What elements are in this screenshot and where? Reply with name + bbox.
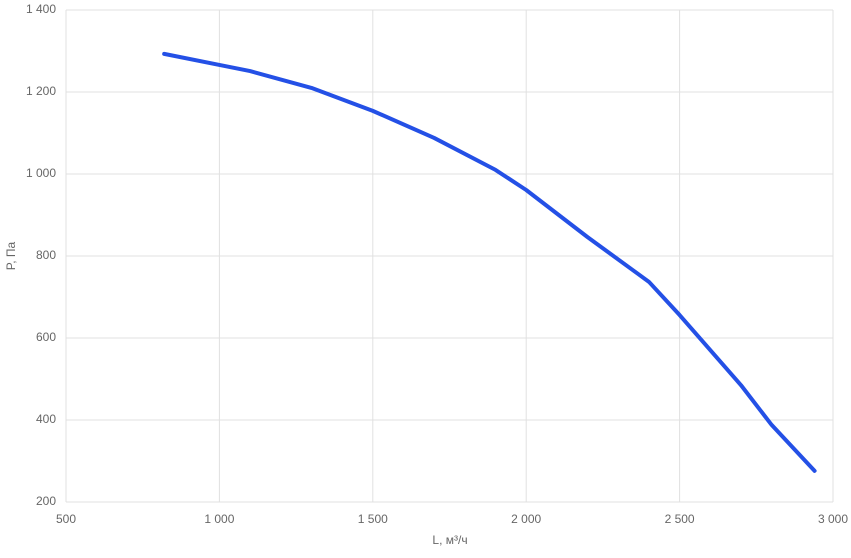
y-tick-label: 1 000 <box>26 166 56 180</box>
y-tick-label: 600 <box>36 330 56 344</box>
y-axis-label: P, Па <box>4 241 18 270</box>
x-tick-label: 1 000 <box>204 512 234 526</box>
y-tick-label: 800 <box>36 248 56 262</box>
y-tick-label: 400 <box>36 412 56 426</box>
y-tick-label: 1 200 <box>26 84 56 98</box>
y-tick-label: 200 <box>36 494 56 508</box>
line-series <box>162 51 817 473</box>
x-axis-label: L, м³/ч <box>432 533 467 547</box>
x-tick-label: 2 000 <box>511 512 541 526</box>
x-tick-label: 2 500 <box>665 512 695 526</box>
x-tick-label: 1 500 <box>358 512 388 526</box>
x-tick-label: 3 000 <box>818 512 848 526</box>
y-tick-label: 1 400 <box>26 2 56 16</box>
x-tick-label: 500 <box>56 512 76 526</box>
